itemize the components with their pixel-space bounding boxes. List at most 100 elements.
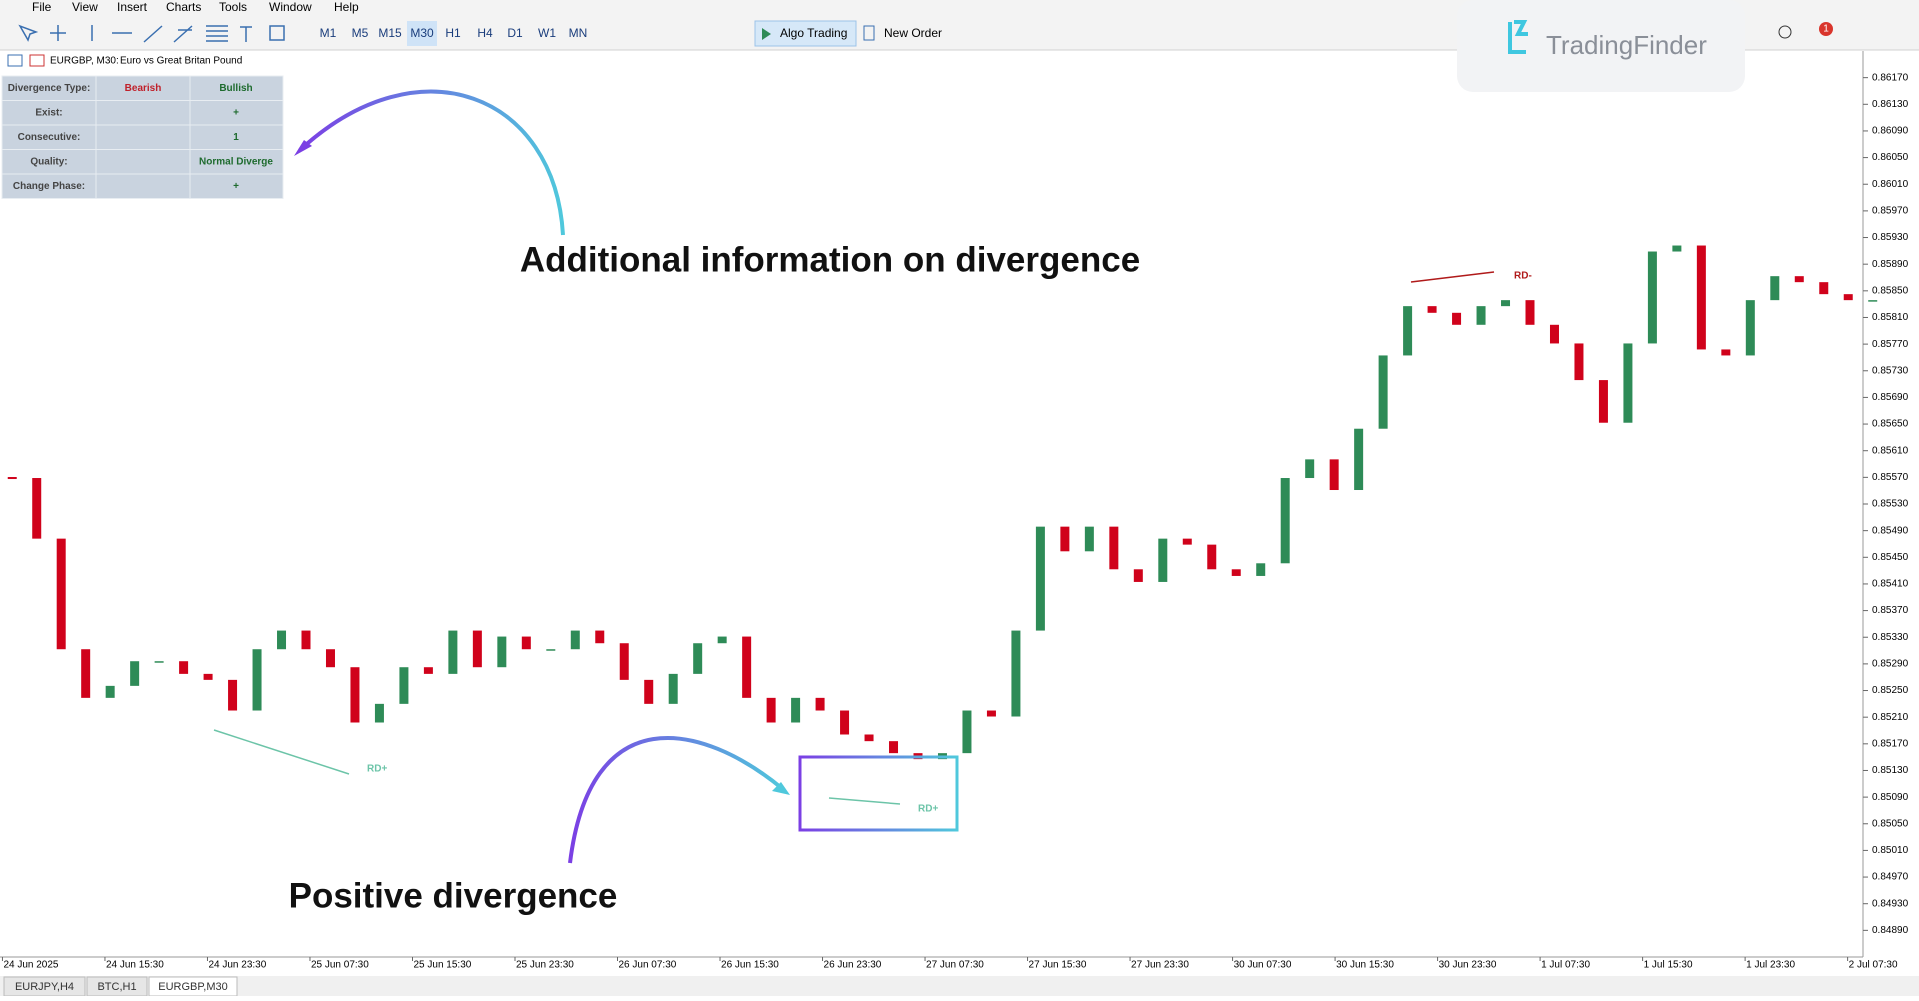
y-tick-label: 0.85730 — [1872, 365, 1909, 376]
tab-label: BTC,H1 — [97, 981, 136, 993]
candle — [277, 630, 287, 650]
candle — [56, 538, 66, 650]
x-tick-label: 24 Jun 15:30 — [106, 960, 164, 971]
candle — [766, 697, 776, 723]
tab-bar — [0, 976, 1919, 996]
candle — [130, 661, 140, 686]
candle — [570, 630, 580, 650]
table-bullish: 1 — [233, 132, 239, 143]
chart-icon — [29, 54, 45, 67]
timeframe-button[interactable]: D1 — [507, 26, 523, 40]
candle — [1256, 563, 1266, 576]
new-order-button[interactable]: New Order — [884, 26, 942, 40]
candle — [448, 630, 458, 674]
candle — [32, 478, 42, 539]
candle — [350, 667, 360, 723]
search-icon[interactable] — [1778, 25, 1792, 39]
menu-item[interactable]: Insert — [117, 0, 148, 14]
y-tick-label: 0.85530 — [1872, 499, 1909, 510]
candle — [1696, 245, 1706, 350]
callout-arrow — [568, 735, 786, 864]
divergence-label: RD+ — [367, 764, 387, 775]
y-tick-label: 0.85610 — [1872, 445, 1909, 456]
play-icon — [762, 28, 771, 40]
menu-item[interactable]: Tools — [219, 0, 247, 14]
callout-text: Additional information on divergence — [520, 240, 1140, 279]
divergence-line — [213, 729, 350, 775]
candle — [1182, 538, 1192, 545]
candle — [717, 636, 727, 644]
table-label: Change Phase: — [13, 181, 85, 192]
y-tick-label: 0.84970 — [1872, 872, 1909, 883]
x-tick-label: 26 Jun 23:30 — [824, 960, 882, 971]
y-tick-label: 0.85330 — [1872, 632, 1909, 643]
y-tick-label: 0.85930 — [1872, 232, 1909, 243]
candle — [1721, 349, 1731, 356]
candle — [301, 630, 311, 650]
timeframe-button[interactable]: M15 — [378, 26, 402, 40]
new-order-icon — [863, 25, 875, 41]
candle — [1133, 569, 1143, 582]
timeframe-button[interactable]: M5 — [352, 26, 369, 40]
table-cell — [95, 149, 191, 175]
tab-label: EURJPY,H4 — [15, 981, 74, 993]
candle — [1770, 276, 1780, 301]
candle — [644, 679, 654, 704]
x-tick-label: 25 Jun 23:30 — [516, 960, 574, 971]
menu-item[interactable]: Help — [334, 0, 359, 14]
timeframe-button[interactable]: W1 — [538, 26, 556, 40]
y-tick-label: 0.85850 — [1872, 285, 1909, 296]
timeframe-button[interactable]: H1 — [445, 26, 461, 40]
toolbar-icons — [18, 24, 285, 43]
table-cell — [95, 124, 191, 150]
tab-label: EURGBP,M30 — [158, 981, 228, 993]
x-tick-label: 24 Jun 23:30 — [208, 960, 266, 971]
candle — [619, 643, 629, 680]
y-tick-label: 0.85490 — [1872, 525, 1909, 536]
candle — [1452, 312, 1462, 325]
candle — [1011, 630, 1021, 717]
candles — [7, 245, 1878, 760]
menu-item[interactable]: Window — [269, 0, 312, 14]
table-bullish: Bullish — [219, 83, 252, 94]
arrow-head — [772, 782, 790, 795]
table-label: Exist: — [35, 107, 62, 118]
divergence-line — [1410, 271, 1495, 283]
candle — [742, 636, 752, 698]
timeframe-button[interactable]: M30 — [410, 26, 434, 40]
candle — [1329, 459, 1339, 491]
y-tick-label: 0.85690 — [1872, 392, 1909, 403]
candle — [374, 703, 384, 723]
candle — [228, 679, 238, 711]
timeframe-button[interactable]: MN — [569, 26, 588, 40]
y-tick-label: 0.85570 — [1872, 472, 1909, 483]
candle — [179, 661, 189, 674]
notification-badge[interactable] — [1819, 22, 1833, 36]
candle — [1378, 355, 1388, 429]
info-table: Divergence Type: Bearish Bullish Exist: + Con… — [1, 75, 284, 199]
algo-trading-button[interactable] — [754, 20, 857, 47]
candle — [1794, 276, 1804, 283]
y-tick-label: 0.85770 — [1872, 339, 1909, 350]
candle — [105, 685, 115, 698]
table-bullish: + — [233, 181, 239, 192]
menu-item[interactable]: File — [32, 0, 52, 14]
table-label: Consecutive: — [18, 132, 81, 143]
chart-description: Euro vs Great Britan Pound — [120, 56, 242, 67]
timeframe-button[interactable]: H4 — [477, 26, 493, 40]
x-tick-label: 25 Jun 15:30 — [413, 960, 471, 971]
table-cell — [1, 173, 97, 199]
candle — [889, 741, 899, 754]
table-cell — [1, 100, 97, 126]
menu-item[interactable]: Charts — [166, 0, 201, 14]
y-tick-label: 0.84930 — [1872, 898, 1909, 909]
callout-text: Positive divergence — [289, 876, 618, 915]
candle — [1647, 251, 1657, 344]
y-tick-label: 0.86050 — [1872, 152, 1909, 163]
x-tick-label: 30 Jun 07:30 — [1234, 960, 1292, 971]
candle — [1060, 526, 1070, 552]
table-cell — [95, 173, 191, 199]
candle — [1280, 478, 1290, 564]
timeframe-button[interactable]: M1 — [320, 26, 337, 40]
menu-item[interactable]: View — [72, 0, 98, 14]
